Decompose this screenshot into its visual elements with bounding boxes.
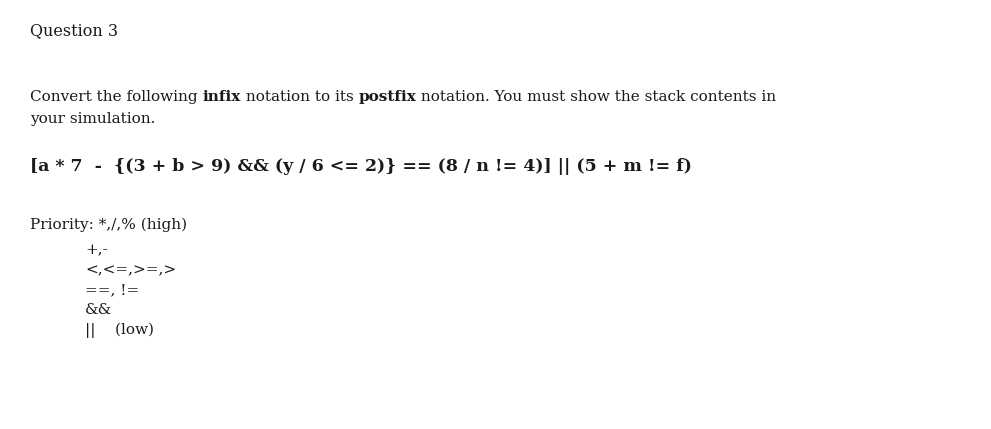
Text: Question 3: Question 3 — [30, 22, 118, 39]
Text: postfix: postfix — [359, 90, 416, 104]
Text: ==, !=: ==, != — [85, 283, 140, 297]
Text: infix: infix — [202, 90, 241, 104]
Text: notation. You must show the stack contents in: notation. You must show the stack conten… — [416, 90, 777, 104]
Text: [a * 7  -  {(3 + b > 9) && (y / 6 <= 2)} == (8 / n != 4)] || (5 + m != f): [a * 7 - {(3 + b > 9) && (y / 6 <= 2)} =… — [30, 158, 692, 175]
Text: +,-: +,- — [85, 243, 108, 257]
Text: notation to its: notation to its — [241, 90, 359, 104]
Text: Priority: *,/,% (high): Priority: *,/,% (high) — [30, 218, 187, 233]
Text: your simulation.: your simulation. — [30, 112, 156, 126]
Text: <,<=,>=,>: <,<=,>=,> — [85, 263, 176, 277]
Text: ||    (low): || (low) — [85, 323, 154, 338]
Text: Convert the following: Convert the following — [30, 90, 202, 104]
Text: &&: && — [85, 303, 112, 317]
